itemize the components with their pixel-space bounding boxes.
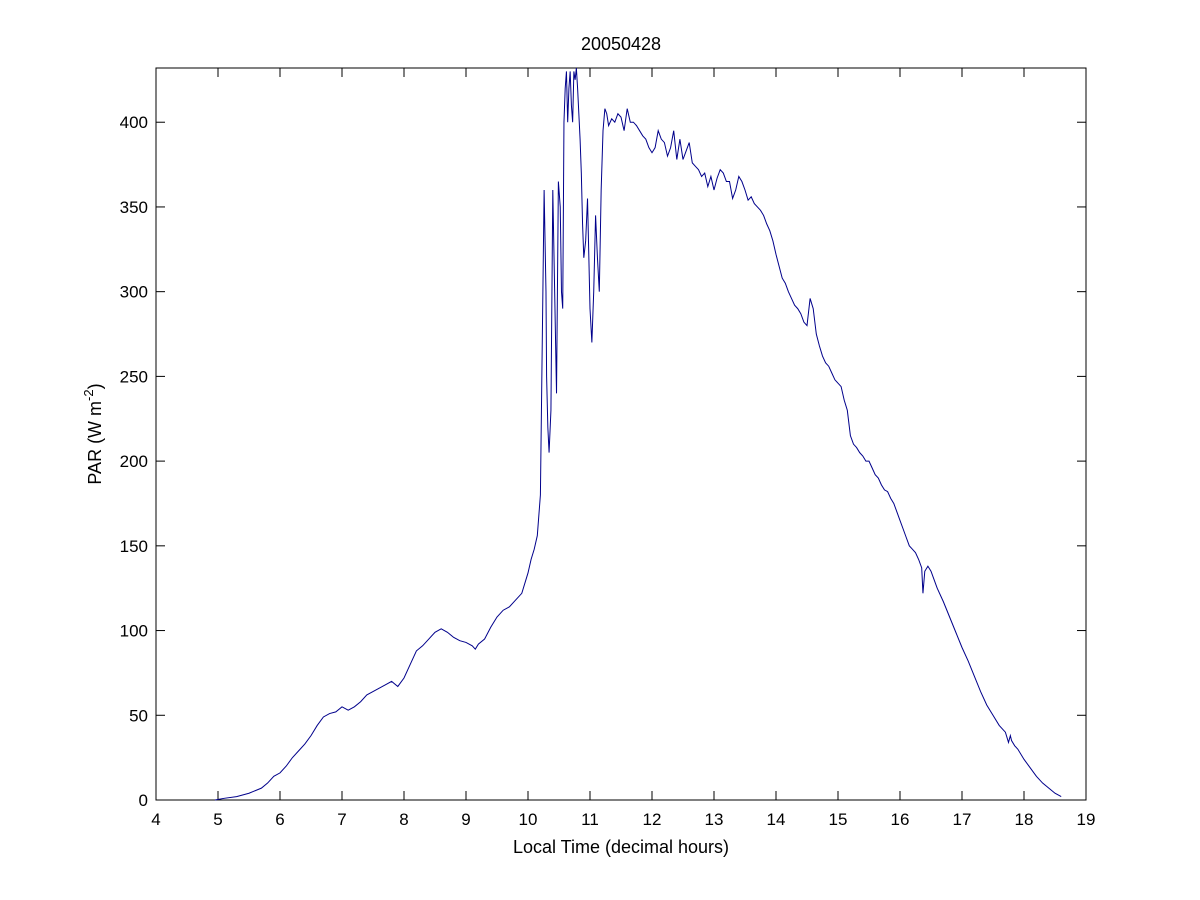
x-tick-label: 15 — [829, 810, 848, 829]
x-tick-label: 4 — [151, 810, 160, 829]
y-axis-label-superscript: -2 — [81, 389, 96, 401]
series-line — [214, 67, 1062, 801]
x-tick-label: 12 — [643, 810, 662, 829]
y-tick-label: 200 — [120, 452, 148, 471]
y-axis: 0 50 100 150 200 250 300 350 400 — [120, 113, 1086, 810]
x-tick-label: 5 — [213, 810, 222, 829]
x-tick-label: 14 — [767, 810, 786, 829]
y-axis-label-base: PAR (W m — [85, 401, 105, 485]
x-tick-label: 13 — [705, 810, 724, 829]
y-tick-label: 300 — [120, 283, 148, 302]
y-tick-label: 100 — [120, 622, 148, 641]
y-tick-label: 350 — [120, 198, 148, 217]
y-tick-label: 0 — [139, 791, 148, 810]
y-tick-label: 50 — [129, 706, 148, 725]
chart-title: 20050428 — [581, 34, 661, 54]
plot-area — [155, 67, 1087, 801]
y-axis-label: PAR (W m-2) — [81, 383, 105, 484]
y-tick-label: 150 — [120, 537, 148, 556]
x-tick-label: 10 — [519, 810, 538, 829]
y-axis-label-suffix: ) — [85, 383, 105, 389]
x-axis: 4 5 6 7 8 9 10 11 12 13 14 15 16 17 18 19 — [151, 68, 1095, 829]
x-tick-label: 9 — [461, 810, 470, 829]
x-tick-label: 18 — [1015, 810, 1034, 829]
x-tick-label: 7 — [337, 810, 346, 829]
x-tick-label: 16 — [891, 810, 910, 829]
x-tick-label: 19 — [1077, 810, 1096, 829]
y-tick-label: 400 — [120, 113, 148, 132]
x-tick-label: 8 — [399, 810, 408, 829]
y-tick-label: 250 — [120, 367, 148, 386]
x-tick-label: 6 — [275, 810, 284, 829]
x-tick-label: 11 — [581, 810, 599, 829]
x-axis-label: Local Time (decimal hours) — [513, 837, 729, 857]
x-tick-label: 17 — [953, 810, 972, 829]
